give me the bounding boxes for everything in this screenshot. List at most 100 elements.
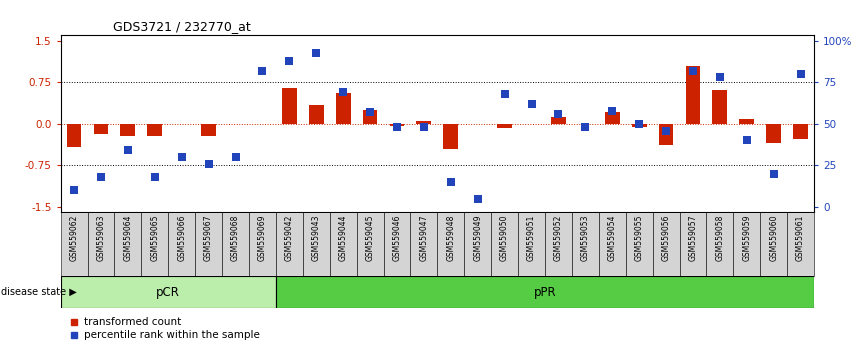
Bar <box>740 119 754 124</box>
Text: pCR: pCR <box>157 286 180 298</box>
Point <box>498 91 512 97</box>
Bar <box>686 66 701 124</box>
Point <box>471 196 485 201</box>
Text: GSM559059: GSM559059 <box>742 214 752 261</box>
Point <box>659 128 673 133</box>
Text: GSM559062: GSM559062 <box>69 214 79 261</box>
Bar <box>787 212 814 276</box>
Text: GSM559060: GSM559060 <box>769 214 779 261</box>
Bar <box>147 124 162 136</box>
Point <box>417 124 430 130</box>
Bar <box>357 212 384 276</box>
Point <box>336 90 350 95</box>
Point <box>552 111 565 117</box>
Bar <box>572 212 598 276</box>
Bar <box>659 124 674 145</box>
Text: GSM559046: GSM559046 <box>392 214 402 261</box>
Text: GSM559045: GSM559045 <box>365 214 375 261</box>
Bar <box>464 212 491 276</box>
Point <box>578 124 592 130</box>
Bar <box>760 212 787 276</box>
Bar <box>653 212 680 276</box>
Bar <box>276 276 814 308</box>
Text: GSM559056: GSM559056 <box>662 214 670 261</box>
Bar <box>390 124 404 126</box>
Text: GSM559051: GSM559051 <box>527 214 536 261</box>
Bar <box>94 124 108 134</box>
Bar <box>309 104 324 124</box>
Bar <box>437 212 464 276</box>
Text: GSM559048: GSM559048 <box>446 214 456 261</box>
Text: GSM559057: GSM559057 <box>688 214 697 261</box>
Bar <box>384 212 410 276</box>
Text: GSM559053: GSM559053 <box>581 214 590 261</box>
Bar <box>61 276 276 308</box>
Point <box>202 161 216 166</box>
Text: GDS3721 / 232770_at: GDS3721 / 232770_at <box>113 20 251 33</box>
Point <box>686 68 700 74</box>
Point <box>390 124 404 130</box>
Bar <box>249 212 276 276</box>
Bar <box>141 212 168 276</box>
Bar <box>734 212 760 276</box>
Point <box>793 71 807 77</box>
Bar <box>766 124 781 143</box>
Bar <box>410 212 437 276</box>
Bar <box>551 117 565 124</box>
Bar <box>87 212 114 276</box>
Bar <box>61 212 87 276</box>
Bar <box>625 212 653 276</box>
Text: GSM559066: GSM559066 <box>178 214 186 261</box>
Bar <box>604 112 620 124</box>
Bar <box>545 212 572 276</box>
Bar <box>631 124 647 127</box>
Bar <box>680 212 707 276</box>
Bar <box>276 212 303 276</box>
Bar <box>336 93 351 124</box>
Point <box>605 108 619 113</box>
Bar <box>222 212 249 276</box>
Legend: transformed count, percentile rank within the sample: transformed count, percentile rank withi… <box>66 313 263 345</box>
Bar <box>303 212 330 276</box>
Text: GSM559064: GSM559064 <box>123 214 132 261</box>
Point <box>766 171 780 177</box>
Text: pPR: pPR <box>533 286 556 298</box>
Point <box>632 121 646 127</box>
Bar <box>518 212 545 276</box>
Text: GSM559043: GSM559043 <box>312 214 320 261</box>
Point <box>363 109 377 115</box>
Bar <box>713 90 727 124</box>
Bar <box>491 212 518 276</box>
Point <box>713 75 727 80</box>
Text: GSM559063: GSM559063 <box>96 214 106 261</box>
Bar <box>707 212 734 276</box>
Text: GSM559044: GSM559044 <box>339 214 347 261</box>
Text: GSM559068: GSM559068 <box>231 214 240 261</box>
Text: GSM559058: GSM559058 <box>715 214 724 261</box>
Text: GSM559042: GSM559042 <box>285 214 294 261</box>
Bar <box>120 124 135 136</box>
Text: GSM559067: GSM559067 <box>204 214 213 261</box>
Point <box>255 68 269 74</box>
Bar <box>363 110 378 124</box>
Text: GSM559054: GSM559054 <box>608 214 617 261</box>
Bar <box>330 212 357 276</box>
Text: GSM559050: GSM559050 <box>500 214 509 261</box>
Bar <box>417 121 431 124</box>
Bar <box>201 124 216 136</box>
Point <box>444 179 458 185</box>
Point <box>740 138 753 143</box>
Point <box>148 174 162 180</box>
Text: disease state ▶: disease state ▶ <box>1 287 76 297</box>
Text: GSM559069: GSM559069 <box>258 214 267 261</box>
Point <box>525 101 539 107</box>
Bar <box>497 124 512 128</box>
Text: GSM559049: GSM559049 <box>473 214 482 261</box>
Text: GSM559047: GSM559047 <box>419 214 429 261</box>
Bar <box>67 124 81 147</box>
Bar <box>443 124 458 149</box>
Text: GSM559055: GSM559055 <box>635 214 643 261</box>
Bar <box>598 212 625 276</box>
Point <box>309 50 323 55</box>
Text: GSM559052: GSM559052 <box>554 214 563 261</box>
